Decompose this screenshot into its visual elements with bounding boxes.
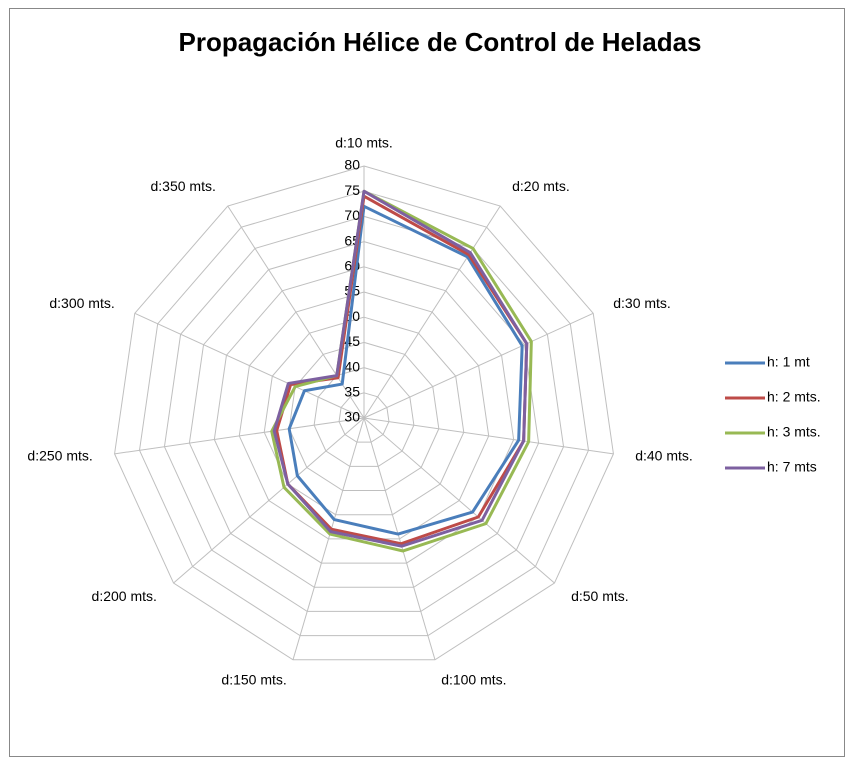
chart-frame: [9, 8, 845, 757]
series-line: [270, 189, 533, 553]
category-label: d:350 mts.: [150, 178, 215, 194]
legend-label: h: 1 mt: [767, 354, 810, 370]
r-tick-label: 30: [344, 409, 360, 425]
category-label: d:100 mts.: [441, 672, 506, 688]
chart-title: Propagación Hélice de Control de Heladas: [178, 27, 701, 57]
spoke: [114, 417, 365, 455]
spoke: [173, 417, 365, 584]
category-label: d:150 mts.: [221, 672, 286, 688]
spoke: [363, 417, 436, 660]
r-tick-label: 40: [344, 358, 360, 374]
spoke: [363, 417, 555, 584]
grid-ring: [138, 190, 590, 637]
series-line: [272, 189, 529, 548]
grid-ring: [313, 367, 415, 467]
category-label: d:20 mts.: [512, 178, 570, 194]
category-label: d:200 mts.: [92, 588, 157, 604]
grid-ring: [213, 266, 515, 564]
category-label: d:10 mts.: [335, 135, 393, 151]
r-tick-label: 75: [344, 182, 360, 198]
legend-label: h: 3 mts.: [767, 424, 821, 440]
category-label: d:250 mts.: [27, 448, 92, 464]
r-tick-label: 70: [344, 207, 360, 223]
series-line: [287, 204, 524, 536]
spoke: [134, 312, 365, 419]
category-label: d:300 mts.: [49, 295, 114, 311]
spoke: [292, 417, 365, 660]
grid-ring: [163, 215, 565, 612]
spoke: [363, 312, 594, 419]
category-label: d:40 mts.: [635, 448, 693, 464]
r-tick-label: 35: [344, 384, 360, 400]
spoke: [363, 417, 614, 455]
legend-label: h: 2 mts.: [767, 389, 821, 405]
grid-ring: [338, 392, 390, 443]
grid-ring: [263, 316, 465, 516]
category-label: d:30 mts.: [613, 295, 671, 311]
category-label: d:50 mts.: [571, 588, 629, 604]
grid-ring: [114, 165, 614, 661]
spoke: [363, 205, 501, 419]
legend-label: h: 7 mts: [767, 459, 817, 475]
r-tick-label: 80: [344, 157, 360, 173]
